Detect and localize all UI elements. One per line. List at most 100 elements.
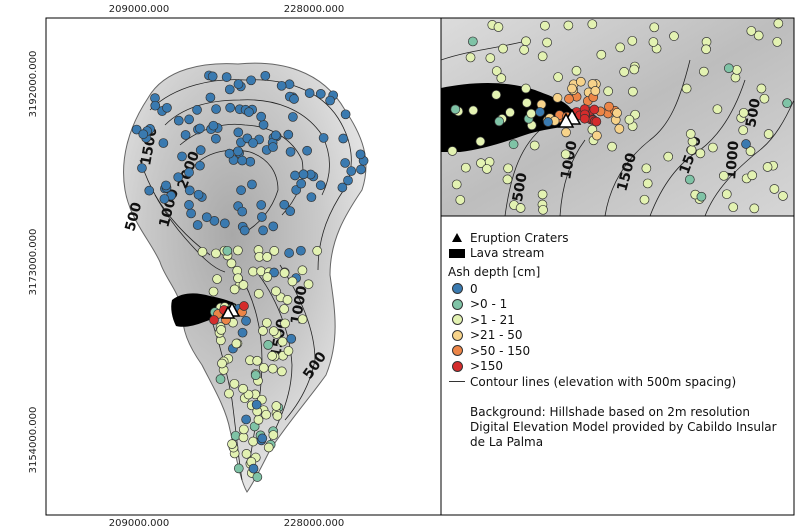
sample-point <box>663 151 674 162</box>
sample-point <box>224 84 235 95</box>
sample-point <box>747 170 758 181</box>
sample-point <box>467 36 478 47</box>
sample-point <box>521 97 532 108</box>
circle-icon <box>451 360 463 372</box>
sample-point <box>284 248 294 258</box>
sample-point <box>279 268 290 278</box>
eruption-crater-inset <box>557 108 582 128</box>
sample-point <box>285 206 296 216</box>
sample-point <box>277 336 288 347</box>
sample-point <box>257 212 267 222</box>
sample-point <box>615 42 626 53</box>
sample-point <box>338 133 349 144</box>
lava-swatch <box>449 248 465 258</box>
sample-point <box>159 194 170 204</box>
sample-point <box>340 158 350 168</box>
legend-label: Lava stream <box>470 246 545 261</box>
legend-ash-title: Ash depth [cm] <box>448 265 541 279</box>
sample-point <box>239 301 249 311</box>
sample-point <box>564 94 574 104</box>
sample-point <box>537 51 548 62</box>
sample-point <box>491 66 502 76</box>
sample-point <box>215 374 226 384</box>
sample-point <box>288 112 298 122</box>
sample-point <box>298 169 309 180</box>
sample-point <box>603 86 613 97</box>
sample-point <box>741 139 751 149</box>
sample-point <box>227 439 237 449</box>
contour-label: 500 <box>743 97 764 129</box>
sample-point <box>211 104 221 114</box>
sample-point <box>197 246 208 257</box>
sample-point <box>306 192 317 203</box>
sample-point <box>455 195 466 205</box>
sample-point <box>521 36 531 47</box>
sample-point <box>538 204 548 215</box>
sample-point <box>561 127 571 138</box>
sample-point <box>542 37 552 48</box>
sample-point <box>192 220 203 230</box>
sample-point <box>195 145 206 155</box>
sample-point <box>268 142 278 152</box>
sample-point <box>241 449 252 459</box>
sample-point <box>283 129 294 140</box>
sample-point <box>258 225 268 236</box>
x-tick-bottom: 228000.000 <box>284 518 344 529</box>
sample-point <box>279 199 290 210</box>
legend-item-ash-class: >50 - 150 <box>448 343 788 359</box>
sample-point <box>248 436 258 447</box>
x-tick-top: 228000.000 <box>284 4 344 15</box>
sample-point <box>271 401 282 411</box>
sample-point <box>209 315 219 325</box>
sample-point <box>641 163 652 174</box>
ash-sample-points-inset <box>447 18 792 215</box>
sample-point <box>304 88 315 98</box>
sample-point <box>619 67 630 77</box>
sample-point <box>237 155 248 166</box>
legend-item-contours: Contour lines (elevation with 500m spaci… <box>448 374 788 390</box>
sample-point <box>245 156 256 167</box>
sample-point <box>262 317 272 328</box>
legend-label: >1 - 21 <box>470 312 515 327</box>
sample-point <box>222 245 233 256</box>
sample-point <box>290 170 300 181</box>
legend-item-ash-class: >1 - 21 <box>448 312 788 328</box>
sample-point <box>772 37 783 47</box>
sample-point <box>212 274 222 284</box>
sample-point <box>732 65 742 75</box>
sample-point <box>225 102 236 113</box>
sample-point <box>138 129 149 140</box>
sample-point <box>297 265 308 276</box>
x-tick-bottom: 209000.000 <box>109 518 169 529</box>
sample-point <box>629 64 640 75</box>
sample-point <box>346 166 357 176</box>
sample-point <box>268 221 279 232</box>
sample-point <box>262 272 273 282</box>
sample-point <box>201 212 212 223</box>
sample-point <box>296 178 307 189</box>
circle-icon <box>451 314 463 326</box>
sample-point <box>230 430 241 441</box>
sample-point <box>262 252 272 262</box>
sample-point <box>612 108 622 118</box>
sample-point <box>267 351 278 361</box>
sample-point <box>250 370 261 381</box>
sample-point <box>552 93 563 103</box>
sample-point <box>195 123 205 134</box>
sample-point <box>258 362 269 373</box>
sample-point <box>738 107 749 118</box>
sample-point <box>237 327 248 338</box>
sample-point <box>649 22 660 33</box>
sample-point <box>270 130 281 141</box>
sample-point <box>508 139 519 150</box>
legend-label: >50 - 150 <box>470 343 531 358</box>
sample-point <box>238 383 248 394</box>
sample-point <box>482 164 492 174</box>
sample-point <box>287 276 298 287</box>
sample-point <box>261 409 272 420</box>
sample-point <box>272 410 283 421</box>
sample-point <box>343 175 353 186</box>
sample-point <box>284 79 295 90</box>
sample-point <box>233 79 244 89</box>
sample-point <box>753 30 764 41</box>
